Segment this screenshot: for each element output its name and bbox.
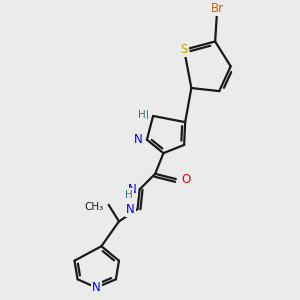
Text: S: S [180, 43, 188, 56]
Text: N: N [92, 281, 100, 294]
Text: N: N [128, 183, 136, 196]
Text: H: H [138, 110, 146, 120]
Text: N: N [126, 202, 134, 215]
Text: CH₃: CH₃ [84, 202, 104, 212]
Text: H: H [125, 190, 133, 200]
Text: N: N [140, 110, 149, 122]
Text: N: N [134, 133, 143, 146]
Text: Br: Br [211, 2, 224, 15]
Text: O: O [181, 172, 190, 185]
